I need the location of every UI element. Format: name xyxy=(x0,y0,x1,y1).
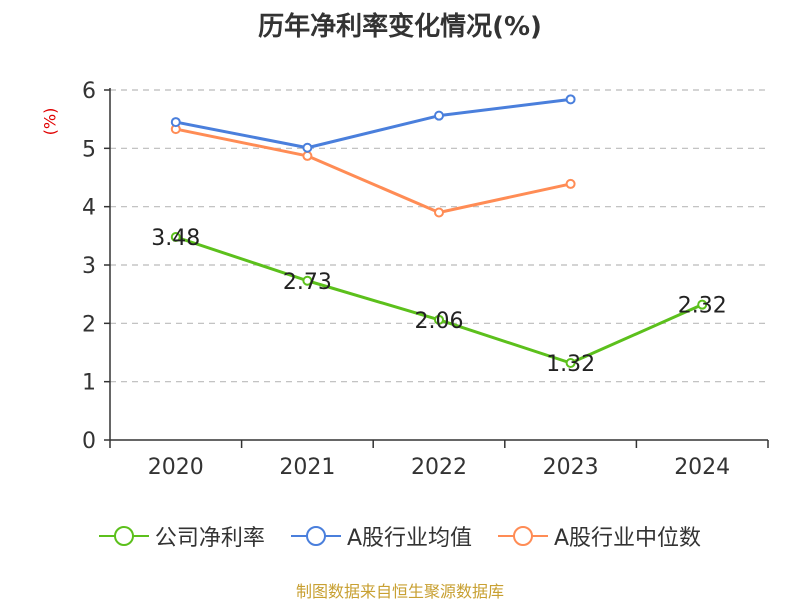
legend-marker-company xyxy=(98,526,149,546)
data-point xyxy=(565,178,576,189)
data-point xyxy=(434,207,444,218)
data-point xyxy=(565,94,576,105)
data-label: 2.32 xyxy=(678,294,727,319)
legend-label-company: 公司净利率 xyxy=(154,526,265,551)
legend-marker-industry-median xyxy=(498,526,548,546)
y-tick-label: 0 xyxy=(82,429,96,454)
legend-item-company[interactable]: 公司净利率 xyxy=(98,520,265,552)
x-tick-label: 2024 xyxy=(674,455,730,480)
legend: 公司净利率 A股行业均值 A股行业中位数 xyxy=(0,518,800,554)
data-point xyxy=(565,358,576,368)
data-labels: 3.48 2.73 2.06 1.32 2.32 xyxy=(151,226,726,377)
data-point xyxy=(170,232,181,242)
y-tick-label: 5 xyxy=(82,137,96,162)
y-tick-label: 3 xyxy=(82,254,96,279)
data-point xyxy=(302,142,313,153)
data-label: 2.73 xyxy=(283,270,332,295)
series-lines xyxy=(170,94,708,368)
x-tick-label: 2020 xyxy=(148,455,204,480)
series-line-1 xyxy=(175,97,571,150)
x-tick-label: 2021 xyxy=(279,455,335,480)
series-line-2 xyxy=(175,127,571,214)
chart-title: 历年净利率变化情况(%) xyxy=(258,12,542,42)
legend-marker-industry-avg xyxy=(290,526,341,546)
y-tick-label: 2 xyxy=(82,312,96,337)
data-point xyxy=(434,314,444,325)
data-label: 1.32 xyxy=(546,352,595,377)
data-label: 3.48 xyxy=(151,226,200,251)
axes: 0 1 2 3 4 5 6 2020 2021 2022 2023 2024 xyxy=(82,79,769,480)
data-label: 2.06 xyxy=(415,309,464,334)
data-source-note: 制图数据来自恒生聚源数据库 xyxy=(295,582,504,601)
data-point xyxy=(434,110,444,121)
data-point xyxy=(302,150,313,161)
x-tick-label: 2023 xyxy=(543,455,599,480)
data-point xyxy=(697,299,708,310)
y-tick-label: 6 xyxy=(82,79,96,104)
legend-label-industry-avg: A股行业均值 xyxy=(346,526,472,551)
x-tick-label: 2022 xyxy=(411,455,467,480)
y-tick-label: 1 xyxy=(82,371,96,396)
data-point xyxy=(170,117,181,128)
legend-item-industry-avg[interactable]: A股行业均值 xyxy=(290,520,472,552)
legend-item-industry-median[interactable]: A股行业中位数 xyxy=(498,520,701,552)
legend-label-industry-median: A股行业中位数 xyxy=(554,526,702,551)
y-tick-label: 4 xyxy=(82,196,96,221)
grid-lines xyxy=(110,89,768,383)
data-point xyxy=(302,275,313,286)
series-line-0 xyxy=(175,235,703,365)
